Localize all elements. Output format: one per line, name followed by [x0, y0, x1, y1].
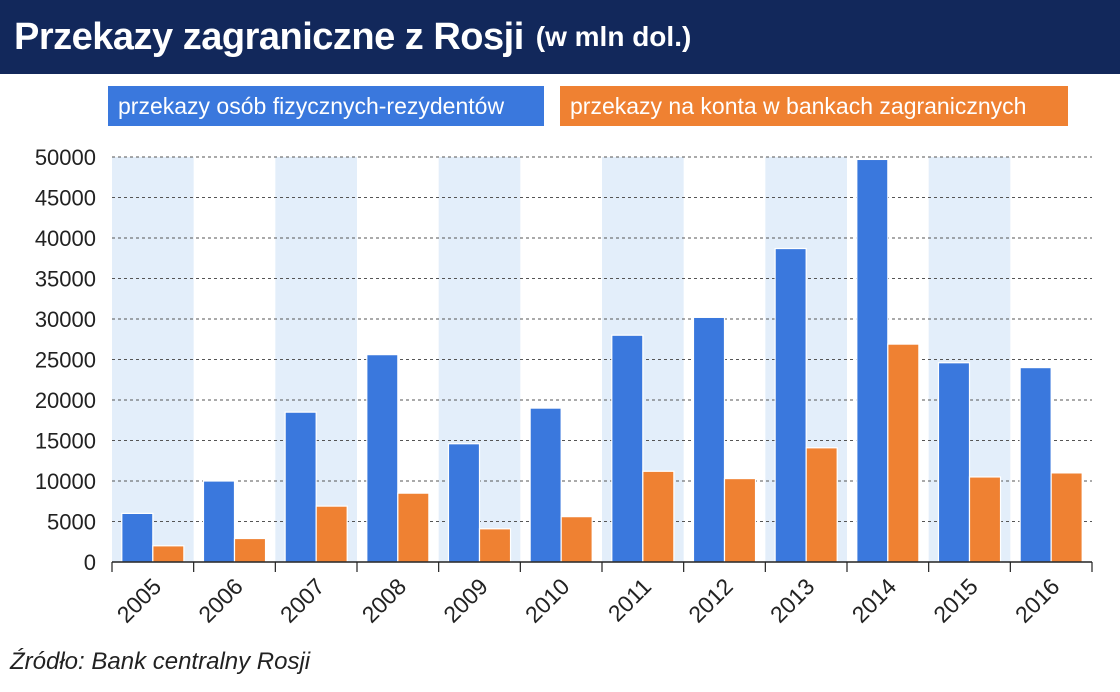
- x-tick-label: 2011: [603, 573, 656, 626]
- source-note: Źródło: Bank centralny Rosji: [10, 648, 311, 675]
- bar-series-2: [560, 516, 593, 563]
- y-tick-label: 35000: [35, 267, 96, 292]
- x-tick-label: 2013: [765, 573, 820, 628]
- x-tick-label: 2012: [683, 573, 738, 628]
- gridlines: [112, 156, 1092, 522]
- bar-series-2: [397, 492, 430, 563]
- bar-series-1: [529, 407, 562, 563]
- bar-series-1: [121, 512, 154, 563]
- bar-series-1: [366, 354, 399, 563]
- bar-series-2: [968, 476, 1002, 563]
- x-tick-label: 2005: [112, 573, 167, 628]
- bar-series-1: [937, 362, 971, 563]
- bar-series-2: [642, 470, 675, 563]
- y-tick-label: 20000: [35, 388, 96, 413]
- x-tick-label: 2010: [520, 573, 575, 628]
- bar-series-2: [478, 528, 512, 563]
- bar-series-1: [856, 158, 889, 563]
- x-tick-label: 2007: [275, 573, 330, 628]
- x-tick-label: 2015: [928, 573, 983, 628]
- y-tick-label: 15000: [35, 429, 96, 454]
- x-tick-label: 2008: [357, 573, 412, 628]
- y-tick-label: 10000: [35, 469, 96, 494]
- bar-series-1: [611, 334, 644, 563]
- bar-series-1: [1019, 367, 1052, 563]
- y-tick-label: 30000: [35, 307, 96, 332]
- chart-title: Przekazy zagraniczne z Rosji: [14, 15, 524, 58]
- x-tick-labels: 2005 2006 2007 2008 2009 2010 2011 2012 2013 2014…: [112, 573, 1065, 628]
- bar-series-2: [1050, 472, 1083, 563]
- legend-item-series-2: przekazy na konta w bankach zagranicznyc…: [560, 86, 1068, 126]
- bar-series-1: [202, 480, 236, 563]
- bar-series-2: [315, 505, 348, 563]
- x-tick-label: 2006: [193, 573, 248, 628]
- axes: [111, 561, 1093, 572]
- bar-series-1: [284, 411, 317, 563]
- y-tick-label: 25000: [35, 348, 96, 373]
- bar-series-1: [692, 316, 726, 563]
- x-tick-label: 2016: [1010, 573, 1065, 628]
- title-bar: Przekazy zagraniczne z Rosji (w mln dol.…: [0, 0, 1120, 74]
- bar-series-2: [233, 537, 267, 563]
- y-tick-label: 45000: [35, 186, 96, 211]
- y-tick-label: 5000: [47, 510, 96, 535]
- x-tick-label: 2009: [438, 573, 493, 628]
- legend-item-series-1: przekazy osób fizycznych-rezydentów: [108, 86, 544, 126]
- bar-series-2: [723, 477, 757, 563]
- y-tick-label: 0: [84, 550, 96, 575]
- bar-series-2: [805, 447, 838, 563]
- x-tick-label: 2014: [847, 573, 902, 628]
- bar-series-1: [774, 247, 807, 563]
- bar-series-1: [447, 443, 481, 563]
- y-tick-labels: 0 5000 10000 15000 20000 25000 30000 35000 40000…: [35, 145, 96, 575]
- y-tick-label: 50000: [35, 145, 96, 170]
- y-tick-label: 40000: [35, 226, 96, 251]
- chart-subtitle: (w mln dol.): [535, 21, 692, 52]
- bars: [121, 158, 1083, 563]
- bar-series-2: [887, 343, 920, 563]
- bar-series-2: [152, 545, 185, 563]
